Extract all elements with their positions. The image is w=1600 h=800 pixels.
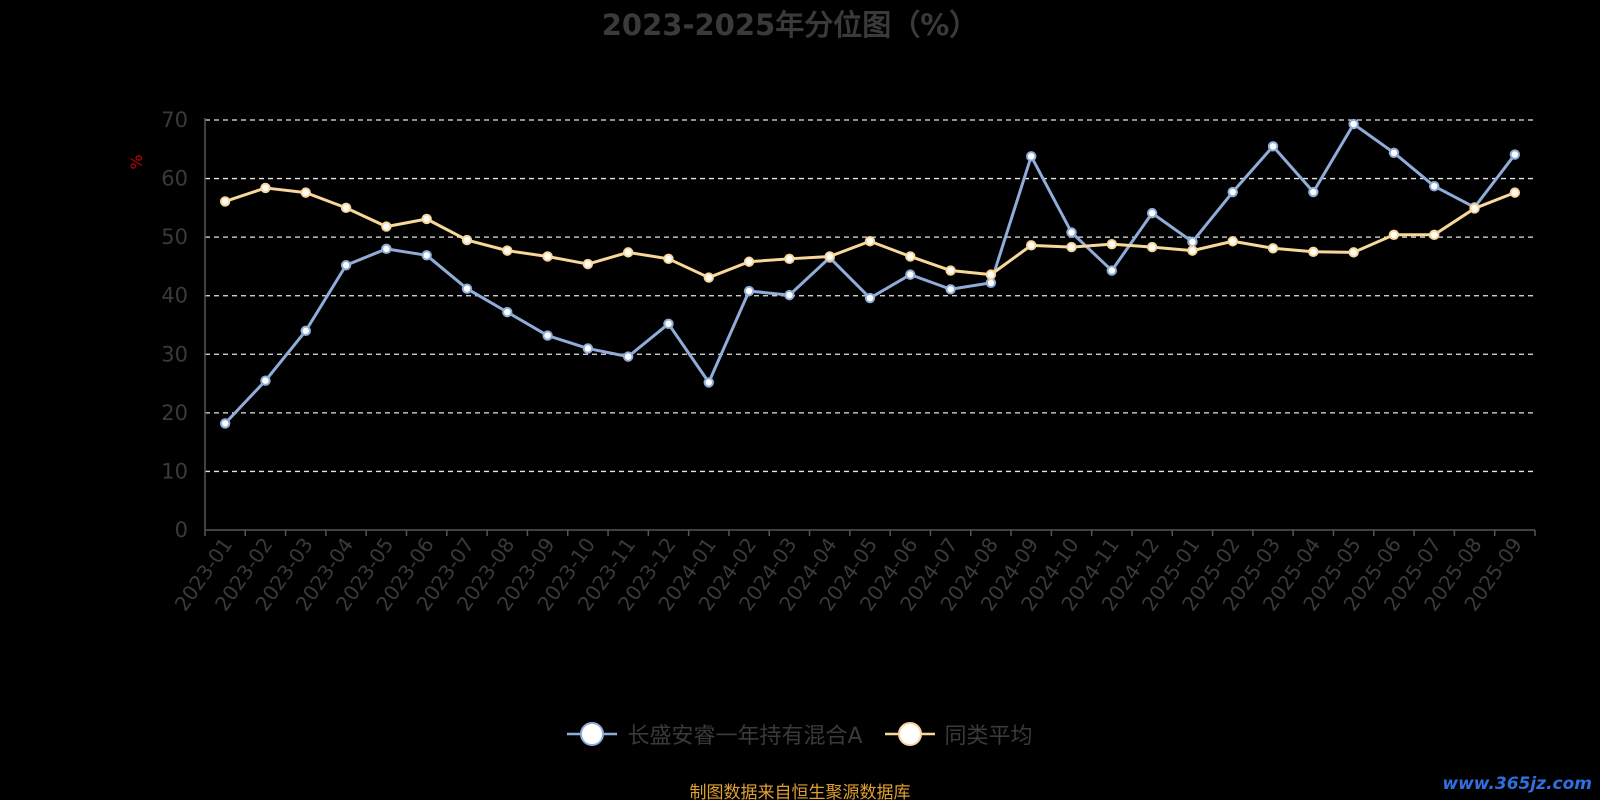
data-point bbox=[864, 292, 876, 304]
data-point bbox=[300, 187, 311, 198]
data-point bbox=[1026, 240, 1037, 251]
series-line-1 bbox=[224, 186, 1516, 280]
data-point bbox=[1026, 151, 1037, 162]
data-point bbox=[1388, 229, 1400, 241]
data-point bbox=[945, 284, 956, 295]
legend-item-fund[interactable]: 长盛安睿一年持有混合A bbox=[567, 718, 863, 750]
data-point bbox=[703, 377, 714, 388]
legend-item-peer-average[interactable]: 同类平均 bbox=[884, 718, 1033, 750]
data-point bbox=[381, 221, 392, 232]
data-point bbox=[784, 289, 795, 301]
data-point bbox=[1106, 265, 1118, 276]
y-tick-label: 70 bbox=[161, 108, 188, 132]
data-point bbox=[461, 234, 473, 246]
y-tick-label: 40 bbox=[161, 284, 188, 308]
data-point bbox=[784, 253, 795, 265]
chart-title: 2023-2025年分位图（%） bbox=[601, 8, 979, 42]
data-point bbox=[743, 285, 755, 297]
data-point bbox=[421, 213, 432, 225]
data-point bbox=[1509, 149, 1521, 160]
y-tick-label: 50 bbox=[161, 225, 188, 249]
data-point bbox=[461, 283, 473, 294]
y-tick-label: 60 bbox=[161, 167, 188, 191]
data-point bbox=[340, 202, 352, 214]
data-point bbox=[1267, 141, 1279, 152]
y-tick-label: 30 bbox=[161, 342, 188, 366]
data-point bbox=[542, 251, 553, 262]
legend-marker-peer-average bbox=[884, 722, 935, 746]
data-point bbox=[945, 265, 956, 276]
series-line-0 bbox=[224, 122, 1517, 425]
data-point bbox=[1146, 241, 1158, 253]
data-point bbox=[300, 325, 311, 337]
data-point bbox=[582, 258, 594, 270]
data-point bbox=[1308, 186, 1319, 198]
data-point bbox=[864, 236, 876, 247]
data-point bbox=[1469, 203, 1480, 214]
data-point bbox=[1187, 236, 1198, 248]
y-tick-label: 10 bbox=[161, 459, 188, 483]
data-point bbox=[985, 277, 997, 289]
data-point bbox=[1388, 147, 1400, 159]
data-point bbox=[1308, 246, 1319, 257]
y-tick-label: 0 bbox=[175, 518, 188, 542]
legend: 长盛安睿一年持有混合A 同类平均 bbox=[0, 718, 1600, 750]
data-point bbox=[985, 269, 997, 280]
data-point bbox=[663, 318, 674, 330]
data-point bbox=[502, 306, 513, 318]
data-point bbox=[1187, 245, 1198, 256]
legend-marker-fund bbox=[567, 722, 618, 746]
data-source-note: 制图数据来自恒生聚源数据库 bbox=[689, 783, 911, 800]
legend-label-fund: 长盛安睿一年持有混合A bbox=[627, 724, 863, 749]
y-axis-label: % bbox=[127, 154, 146, 169]
data-point bbox=[381, 243, 392, 255]
data-point bbox=[663, 253, 674, 265]
data-point bbox=[703, 272, 714, 283]
data-point bbox=[622, 351, 634, 362]
data-point bbox=[1227, 186, 1238, 198]
data-point bbox=[1348, 247, 1359, 258]
data-point bbox=[905, 269, 916, 280]
data-point bbox=[1066, 241, 1077, 253]
data-point bbox=[219, 196, 231, 207]
data-point bbox=[542, 330, 553, 341]
data-point bbox=[1429, 180, 1440, 192]
data-point bbox=[824, 251, 835, 262]
data-point bbox=[502, 245, 513, 256]
data-point bbox=[1227, 236, 1238, 247]
data-point bbox=[219, 418, 231, 429]
data-point bbox=[1509, 187, 1521, 198]
data-point bbox=[905, 251, 916, 262]
data-point bbox=[421, 250, 432, 261]
data-point bbox=[340, 260, 352, 271]
legend-label-peer-average: 同类平均 bbox=[944, 724, 1033, 749]
data-point bbox=[1106, 238, 1118, 250]
data-point bbox=[622, 247, 634, 258]
data-point bbox=[743, 256, 755, 267]
data-point bbox=[582, 343, 594, 354]
data-point bbox=[1348, 118, 1359, 130]
data-point bbox=[260, 375, 271, 386]
data-point bbox=[1146, 207, 1158, 219]
data-point bbox=[1066, 227, 1077, 238]
y-tick-label: 20 bbox=[161, 401, 188, 425]
watermark: www.365jz.com bbox=[1442, 774, 1592, 794]
data-point bbox=[1267, 243, 1279, 254]
data-point bbox=[260, 182, 271, 194]
data-point bbox=[1429, 229, 1440, 241]
